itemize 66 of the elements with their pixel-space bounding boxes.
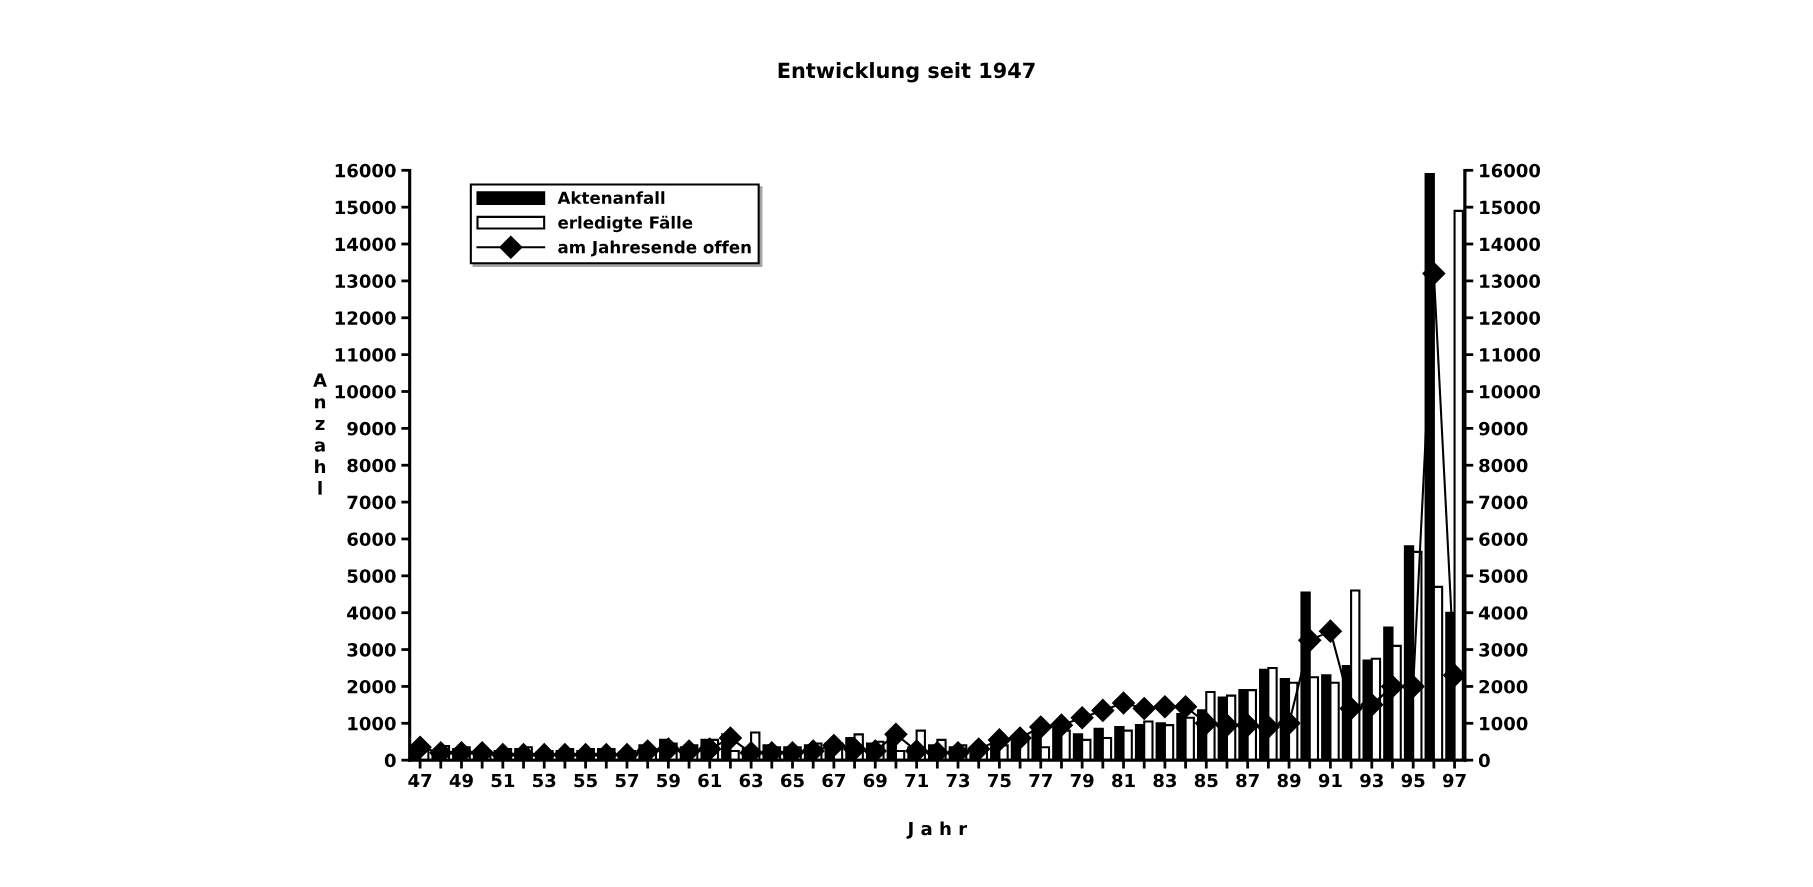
y-tick-label: 6000 bbox=[347, 532, 396, 547]
x-tick-label: 81 bbox=[1112, 773, 1135, 788]
legend-label: Aktenanfall bbox=[557, 191, 665, 205]
y2-tick-label: 2000 bbox=[1479, 679, 1528, 694]
y2-tick-label: 9000 bbox=[1479, 421, 1528, 436]
x-tick-label: 91 bbox=[1318, 773, 1342, 788]
y2-tick-label: 16000 bbox=[1480, 163, 1541, 178]
y-tick-label: 2000 bbox=[347, 679, 396, 694]
y2-tick-label: 12000 bbox=[1480, 311, 1541, 325]
y-tick-label: 13000 bbox=[335, 274, 396, 289]
y2-tick-label: 11000 bbox=[1480, 348, 1541, 362]
x-tick-label: 67 bbox=[822, 773, 845, 788]
y-tick-label: 14000 bbox=[335, 237, 396, 252]
y2-tick-label: 13000 bbox=[1480, 274, 1541, 289]
x-tick-label: 83 bbox=[1153, 773, 1177, 788]
y-tick-label: 5000 bbox=[347, 569, 396, 583]
x-tick-label: 77 bbox=[1029, 773, 1052, 788]
y-tick-label: 4000 bbox=[347, 606, 396, 620]
x-tick-label: 63 bbox=[739, 773, 763, 788]
y-axis-title: Anzahl bbox=[313, 373, 327, 495]
y-tick-label: 0 bbox=[384, 753, 396, 768]
x-tick-label: 65 bbox=[781, 773, 804, 788]
x-tick-label: 59 bbox=[657, 773, 680, 788]
x-tick-label: 89 bbox=[1277, 773, 1301, 788]
x-tick-label: 75 bbox=[988, 773, 1011, 788]
x-tick-label: 49 bbox=[449, 773, 473, 788]
x-tick-label: 85 bbox=[1194, 773, 1218, 788]
x-tick-label: 53 bbox=[533, 773, 556, 788]
y2-tick-label: 14000 bbox=[1480, 237, 1541, 252]
y-tick-label: 7000 bbox=[347, 495, 396, 510]
x-tick-label: 79 bbox=[1070, 773, 1094, 788]
y-tick-label: 11000 bbox=[335, 348, 396, 362]
y2-tick-label: 6000 bbox=[1479, 532, 1528, 547]
x-tick-label: 71 bbox=[905, 773, 928, 788]
y-tick-label: 12000 bbox=[335, 311, 396, 325]
y2-tick-label: 10000 bbox=[1480, 384, 1541, 399]
y2-tick-label: 5000 bbox=[1479, 569, 1528, 583]
legend-label: am Jahresende offen bbox=[558, 240, 751, 257]
y2-tick-label: 8000 bbox=[1479, 458, 1528, 473]
y-tick-label: 16000 bbox=[335, 163, 396, 178]
x-tick-label: 93 bbox=[1360, 773, 1383, 788]
y2-tick-label: 7000 bbox=[1479, 495, 1528, 510]
x-tick-label: 97 bbox=[1442, 773, 1466, 788]
y-tick-label: 3000 bbox=[347, 643, 396, 657]
x-tick-label: 69 bbox=[863, 773, 887, 788]
y2-tick-label: 3000 bbox=[1479, 643, 1528, 657]
y2-tick-label: 1000 bbox=[1480, 716, 1528, 731]
x-tick-label: 61 bbox=[698, 773, 722, 788]
y-tick-label: 9000 bbox=[347, 421, 396, 436]
x-tick-label: 95 bbox=[1401, 773, 1425, 788]
y2-tick-label: 15000 bbox=[1480, 200, 1541, 215]
y2-tick-label: 4000 bbox=[1478, 606, 1528, 620]
x-tick-label: 87 bbox=[1236, 773, 1259, 788]
y2-tick-label: 0 bbox=[1478, 753, 1490, 768]
chart-title: Entwicklung seit 1947 bbox=[778, 62, 1035, 83]
x-tick-label: 47 bbox=[408, 773, 432, 788]
y-tick-label: 10000 bbox=[335, 384, 396, 399]
y-tick-label: 15000 bbox=[335, 200, 396, 215]
x-tick-label: 55 bbox=[574, 773, 597, 788]
legend-label: erledigte Fälle bbox=[558, 215, 693, 233]
x-axis-title: J a h r bbox=[906, 821, 968, 839]
x-tick-label: 73 bbox=[946, 773, 970, 788]
y-tick-label: 1000 bbox=[348, 716, 396, 731]
y-tick-label: 8000 bbox=[347, 458, 396, 473]
x-tick-label: 57 bbox=[615, 773, 639, 788]
x-tick-label: 51 bbox=[491, 773, 515, 788]
